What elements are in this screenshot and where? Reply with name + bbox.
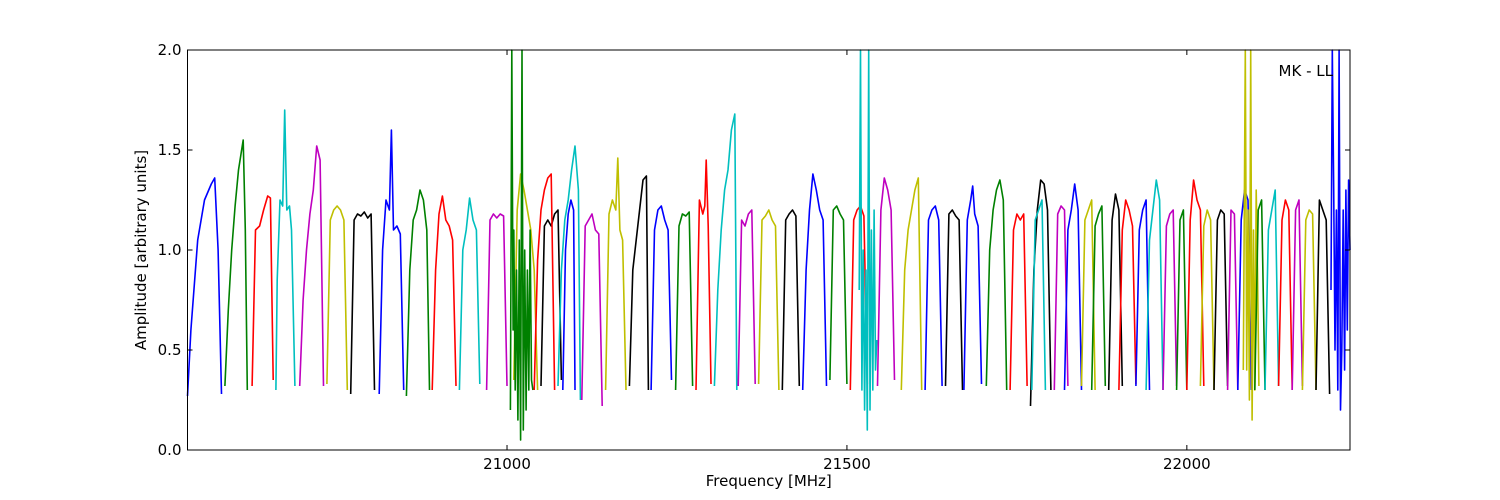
series-line-9: [431, 195, 457, 391]
series-line-21: [650, 205, 673, 391]
series-line-18: [581, 213, 603, 407]
series-line-28: [801, 173, 828, 391]
series-line-36: [963, 185, 983, 391]
series-line-53: [1213, 209, 1229, 391]
plot-frame: [187, 49, 1351, 451]
series-line-14: [562, 199, 576, 391]
series-line-52: [1199, 209, 1215, 391]
y-tick-label: 0.0: [158, 441, 182, 459]
series-line-60: [1291, 199, 1304, 391]
series-line-0: [186, 177, 223, 397]
series-line-13: [540, 209, 563, 387]
series-line-20: [628, 175, 650, 391]
series-line-51: [1186, 179, 1205, 391]
series-line-15: [509, 49, 534, 441]
series-line-50: [1175, 209, 1188, 391]
series-line-63: [1330, 49, 1351, 411]
series-line-34: [924, 205, 943, 391]
series-line-23: [695, 159, 712, 391]
x-tick-label: 21500: [823, 455, 871, 473]
series-line-30: [849, 205, 869, 391]
series-line-56: [1242, 49, 1260, 421]
y-tick-label: 1.0: [158, 241, 182, 259]
series-line-6: [349, 211, 376, 395]
y-axis-label: Amplitude [arbitrary units]: [132, 150, 150, 350]
series-layer: [186, 49, 1351, 441]
series-line-31: [858, 49, 878, 431]
series-line-43: [1080, 199, 1096, 391]
series-line-32: [876, 177, 896, 387]
x-tick-label: 22000: [1163, 455, 1211, 473]
series-line-11: [485, 213, 508, 391]
series-line-22: [674, 211, 694, 391]
series-line-40: [1031, 199, 1047, 391]
x-axis-label: Frequency [MHz]: [706, 472, 832, 490]
series-line-42: [1063, 183, 1083, 391]
series-line-48: [1145, 179, 1164, 391]
series-line-47: [1135, 199, 1151, 391]
y-tick-label: 2.0: [158, 41, 182, 59]
series-line-7: [378, 129, 405, 395]
series-line-25: [737, 209, 756, 387]
series-line-46: [1118, 199, 1137, 391]
series-line-58: [1264, 189, 1280, 391]
series-line-27: [781, 209, 801, 391]
series-line-61: [1301, 209, 1317, 391]
series-line-8: [405, 189, 431, 397]
series-line-45: [1107, 193, 1124, 391]
series-line-1: [224, 139, 249, 391]
series-line-10: [458, 197, 481, 391]
chart-annotation: MK - LL: [1279, 62, 1334, 80]
series-line-57: [1254, 199, 1266, 391]
y-tick-label: 1.5: [158, 141, 182, 159]
series-line-62: [1315, 199, 1331, 395]
y-tick-label: 0.5: [158, 341, 182, 359]
series-line-3: [275, 109, 296, 391]
series-line-41: [1053, 205, 1069, 391]
series-line-54: [1226, 209, 1239, 391]
series-line-49: [1162, 209, 1178, 391]
series-line-59: [1277, 199, 1293, 391]
series-line-44: [1090, 205, 1107, 391]
series-line-38: [1009, 213, 1028, 391]
series-line-12: [513, 173, 539, 391]
plot-area: [187, 50, 1350, 450]
series-line-17: [557, 145, 582, 401]
series-line-26: [757, 209, 780, 391]
series-line-35: [944, 209, 964, 391]
series-line-29: [829, 205, 848, 385]
series-line-19: [604, 157, 627, 391]
series-line-2: [251, 195, 274, 387]
series-line-37: [985, 179, 1008, 391]
x-tick-label: 21000: [483, 455, 531, 473]
series-line-16: [533, 173, 556, 391]
ticks-layer: 21000 21500 22000 0.0 0.5 1.0 1.5 2.0: [158, 41, 1350, 473]
series-line-4: [298, 145, 325, 387]
series-line-24: [713, 113, 738, 391]
series-line-33: [900, 177, 923, 391]
series-line-5: [326, 205, 349, 391]
